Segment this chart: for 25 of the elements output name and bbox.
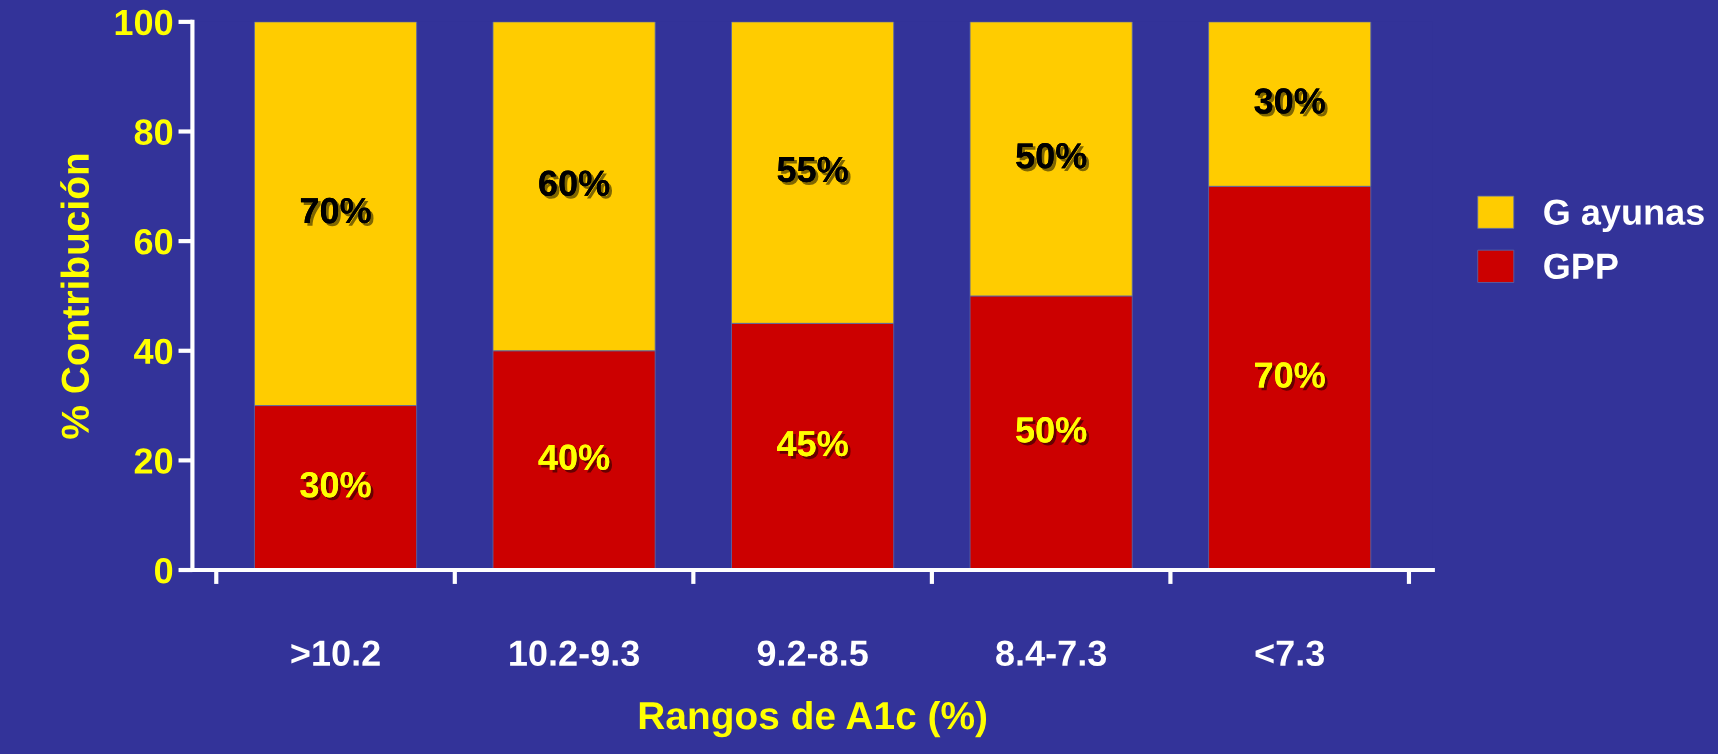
- data-label: 70%: [1255, 362, 1328, 391]
- legend-label: GPP: [1544, 253, 1618, 280]
- y-tick-label: 80: [134, 119, 173, 145]
- x-tick-label: 8.4-7.3: [996, 640, 1107, 667]
- data-label: 60%: [539, 170, 613, 199]
- x-axis-title: Rangos de A1c (%): [639, 700, 987, 738]
- x-tick-label: <7.3: [1255, 640, 1325, 667]
- data-label: 30%: [1254, 88, 1328, 117]
- data-label: 45%: [777, 430, 851, 460]
- y-tick-label: 0: [155, 557, 173, 584]
- x-tick-label: >10.2: [291, 640, 380, 666]
- data-label: 50%: [1016, 417, 1090, 446]
- y-axis-title: % Contribución: [60, 154, 90, 439]
- data-label: 40%: [538, 444, 613, 473]
- y-tick-label: 20: [134, 448, 173, 474]
- y-tick-label: 60: [134, 229, 173, 255]
- y-tick-label: 40: [134, 338, 173, 365]
- x-tick-label: 9.2-8.5: [757, 640, 868, 666]
- data-label: 50%: [1016, 143, 1090, 172]
- x-tick-label: 10.2-9.3: [510, 640, 640, 667]
- legend-label: G ayunas: [1544, 199, 1704, 233]
- data-label: 70%: [300, 197, 374, 227]
- data-label: 30%: [300, 471, 374, 501]
- y-tick-label: 100: [115, 9, 173, 36]
- data-label: 55%: [777, 156, 851, 186]
